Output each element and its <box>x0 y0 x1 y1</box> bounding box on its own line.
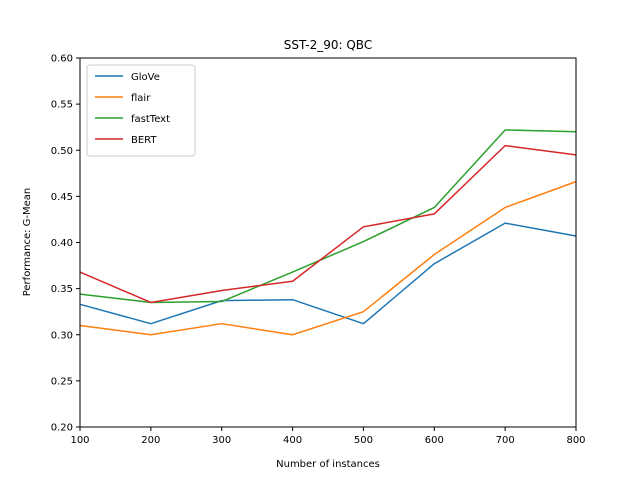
x-tick-label: 700 <box>496 435 515 446</box>
x-axis: 100 200 300 400 500 600 700 800 <box>70 427 586 446</box>
legend-label-bert: BERT <box>131 135 157 146</box>
y-tick-label: 0.55 <box>51 100 73 111</box>
y-tick-label: 0.35 <box>51 284 73 295</box>
legend-box <box>86 64 196 157</box>
legend-label-fasttext: fastText <box>131 114 170 125</box>
x-tick-label: 400 <box>283 435 302 446</box>
y-tick-label: 0.20 <box>51 423 73 434</box>
x-axis-label: Number of instances <box>276 459 380 470</box>
y-tick-label: 0.50 <box>51 146 73 157</box>
series-line-flair <box>79 180 577 336</box>
x-tick-label: 100 <box>70 435 89 446</box>
plot-lines <box>79 129 577 336</box>
legend-label-glove: GloVe <box>131 72 160 83</box>
y-axis-label: Performance: G-Mean <box>22 188 33 297</box>
x-tick-label: 600 <box>425 435 444 446</box>
x-tick-label: 300 <box>212 435 231 446</box>
series-line-glove <box>79 222 577 325</box>
series-line-fasttext <box>79 129 577 304</box>
y-axis: 0.20 0.25 0.30 0.35 0.40 0.45 0.50 0.55 0.60 <box>51 54 80 434</box>
series-line-bert <box>79 144 577 304</box>
chart-title: SST-2_90: QBC <box>284 38 372 52</box>
x-tick-label: 500 <box>354 435 373 446</box>
x-tick-label: 200 <box>141 435 160 446</box>
legend-label-flair: flair <box>131 93 151 104</box>
legend: GloVe flair fastText BERT <box>86 64 196 157</box>
y-tick-label: 0.40 <box>51 238 73 249</box>
y-tick-label: 0.30 <box>51 330 73 341</box>
y-tick-label: 0.45 <box>51 192 73 203</box>
y-tick-label: 0.60 <box>51 54 73 65</box>
x-tick-label: 800 <box>566 435 585 446</box>
y-tick-label: 0.25 <box>51 376 73 387</box>
